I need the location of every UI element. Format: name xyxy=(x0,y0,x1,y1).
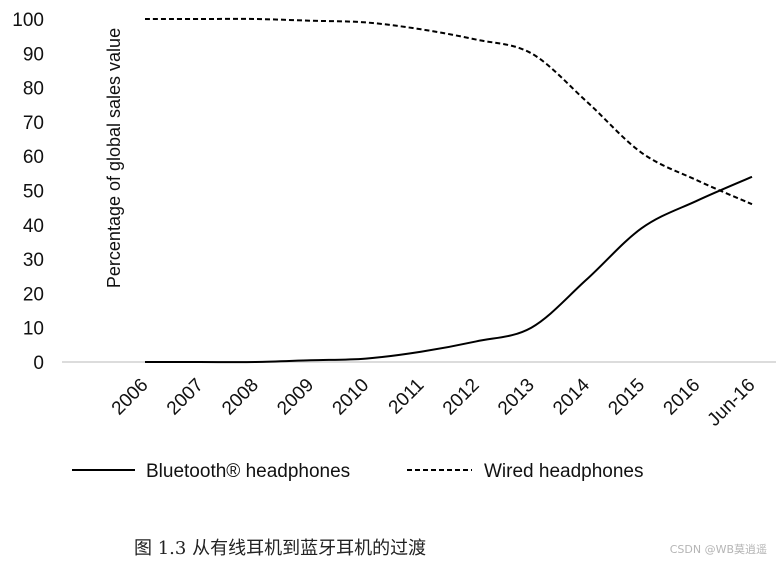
y-tick-label: 30 xyxy=(23,250,44,271)
x-tick-label: 2013 xyxy=(494,375,539,420)
x-tick-label: 2008 xyxy=(218,375,263,420)
x-tick-label: 2009 xyxy=(273,375,318,420)
y-tick-label: 10 xyxy=(23,319,44,340)
y-tick-label: 50 xyxy=(23,182,44,203)
y-tick-label: 0 xyxy=(33,353,44,374)
y-tick-label: 60 xyxy=(23,147,44,168)
figure-caption: 图 1.3 从有线耳机到蓝牙耳机的过渡 xyxy=(134,538,427,559)
y-axis-ticks: 0 10 20 30 40 50 60 70 80 90 100 xyxy=(12,10,44,374)
y-tick-label: 40 xyxy=(23,216,44,237)
x-tick-label: 2011 xyxy=(385,375,429,419)
series-line-bluetooth xyxy=(144,175,753,364)
series-line-wired xyxy=(144,17,753,206)
x-tick-label: 2015 xyxy=(604,375,649,420)
x-tick-label: Jun-16 xyxy=(704,375,760,431)
y-axis-label: Percentage of global sales value xyxy=(104,28,124,288)
y-tick-label: 90 xyxy=(23,44,44,65)
y-tick-label: 70 xyxy=(23,113,44,134)
x-tick-label: 2016 xyxy=(660,375,705,420)
legend: Bluetooth® headphones Wired headphones xyxy=(72,461,644,482)
legend-label-bluetooth: Bluetooth® headphones xyxy=(146,461,350,482)
watermark: CSDN @WB莫逍遥 xyxy=(669,543,767,556)
x-tick-label: 2010 xyxy=(329,375,374,420)
y-tick-label: 80 xyxy=(23,79,44,100)
x-tick-label: 2007 xyxy=(163,375,208,420)
x-tick-label: 2014 xyxy=(549,374,594,419)
x-tick-label: 2012 xyxy=(439,375,484,420)
x-axis-ticks: 2006 2007 2008 2009 2010 2011 2012 2013 2014 2015… xyxy=(108,374,760,430)
series-lines xyxy=(144,17,753,364)
legend-label-wired: Wired headphones xyxy=(484,461,644,482)
y-tick-label: 100 xyxy=(12,10,44,31)
y-tick-label: 20 xyxy=(23,284,44,305)
x-tick-label: 2006 xyxy=(108,375,153,420)
